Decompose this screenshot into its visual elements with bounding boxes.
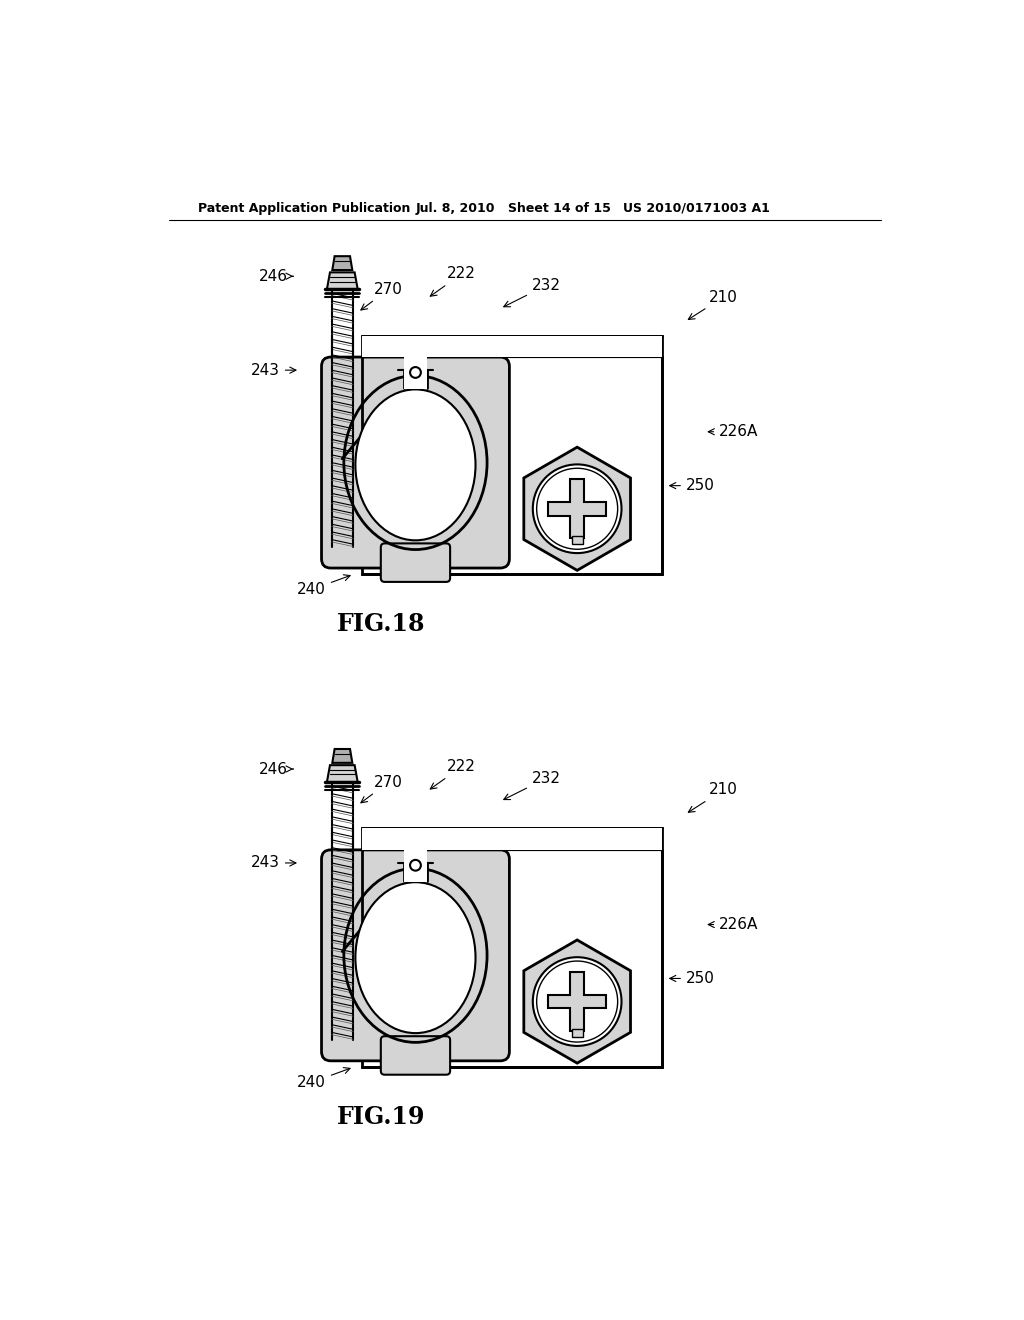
Text: 226A: 226A [709, 424, 759, 440]
Text: 232: 232 [504, 771, 561, 800]
Polygon shape [524, 447, 631, 570]
Text: 232: 232 [504, 279, 561, 306]
Polygon shape [548, 479, 606, 539]
Bar [361, 829, 662, 850]
Polygon shape [333, 748, 352, 763]
Text: 270: 270 [360, 281, 403, 310]
Polygon shape [333, 256, 352, 271]
Bar [571, 1030, 583, 1038]
Bar [403, 843, 427, 882]
Circle shape [410, 859, 421, 871]
Bar [571, 536, 583, 544]
Text: 240: 240 [297, 574, 350, 597]
Circle shape [410, 367, 421, 378]
Text: Jul. 8, 2010: Jul. 8, 2010 [416, 202, 495, 215]
FancyBboxPatch shape [381, 1036, 451, 1074]
Text: 222: 222 [430, 267, 476, 296]
Circle shape [532, 465, 622, 553]
Text: 250: 250 [670, 478, 715, 494]
Polygon shape [327, 766, 357, 781]
Text: 246: 246 [258, 269, 293, 284]
Text: FIG.18: FIG.18 [337, 612, 425, 636]
Ellipse shape [355, 389, 475, 540]
Text: FIG.19: FIG.19 [337, 1105, 425, 1129]
FancyBboxPatch shape [322, 358, 509, 568]
FancyBboxPatch shape [381, 544, 451, 582]
Bar [403, 351, 427, 389]
Text: Sheet 14 of 15: Sheet 14 of 15 [508, 202, 610, 215]
Text: US 2010/0171003 A1: US 2010/0171003 A1 [624, 202, 770, 215]
Text: 246: 246 [258, 762, 293, 776]
Bar [361, 829, 662, 1067]
Text: 210: 210 [688, 289, 738, 319]
Text: 226A: 226A [709, 917, 759, 932]
Bar [361, 335, 662, 356]
Text: 243: 243 [251, 363, 296, 378]
Polygon shape [327, 272, 357, 289]
Text: 270: 270 [360, 775, 403, 803]
Text: 250: 250 [670, 972, 715, 986]
FancyBboxPatch shape [322, 850, 509, 1061]
Circle shape [532, 957, 622, 1045]
Text: 210: 210 [688, 783, 738, 812]
Polygon shape [548, 973, 606, 1031]
Bar [361, 335, 662, 574]
Text: 243: 243 [251, 855, 296, 870]
Text: 240: 240 [297, 1068, 350, 1090]
Polygon shape [524, 940, 631, 1063]
Text: Patent Application Publication: Patent Application Publication [199, 202, 411, 215]
Ellipse shape [355, 882, 475, 1034]
Text: 222: 222 [430, 759, 476, 789]
